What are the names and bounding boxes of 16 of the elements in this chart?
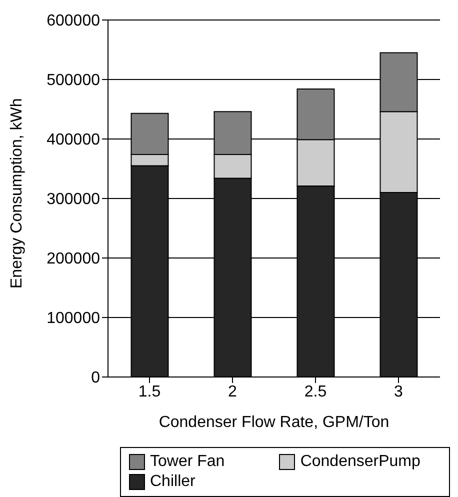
x-axis-title: Condenser Flow Rate, GPM/Ton [158,414,390,431]
y-tick-label: 0 [91,370,100,387]
legend-label: CondenserPump [300,453,420,471]
x-tick-label: 2.5 [304,383,327,400]
x-tick-label: 2 [228,383,238,400]
y-tick-label: 500000 [46,72,100,90]
legend-label: Chiller [150,473,196,491]
y-tick-label: 600000 [46,12,100,30]
y-tick-label: 100000 [46,310,100,328]
y-axis-title: Energy Consumption, kWh [8,98,26,288]
y-tick-label: 200000 [46,250,100,268]
y-tick-label: 300000 [46,191,100,208]
y-tick-label: 400000 [46,132,100,149]
x-tick-label: 1.5 [138,383,161,400]
x-tick-label: 3 [394,383,404,400]
legend-label: Tower Fan [150,453,225,471]
